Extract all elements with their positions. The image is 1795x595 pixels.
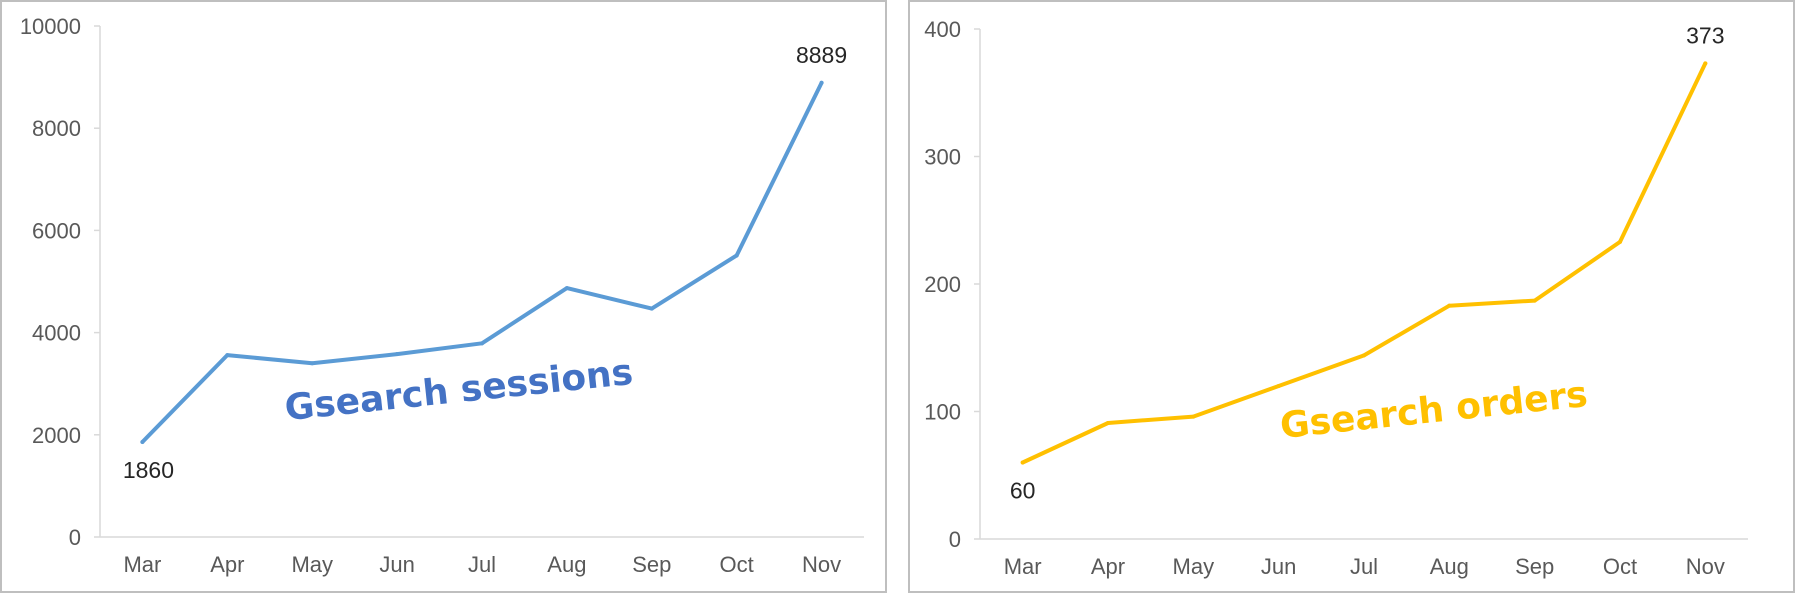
sessions-x-tick-label: Apr <box>210 552 244 577</box>
orders-data-label: 373 <box>1686 22 1724 48</box>
sessions-data-point <box>310 361 315 366</box>
sessions-y-tick-label: 6000 <box>32 218 81 243</box>
sessions-data-point <box>564 286 569 291</box>
sessions-data-point <box>140 439 145 444</box>
sessions-line-chart: 0 2000 4000 6000 8000 10000 Mar Apr May Jun Jul Aug… <box>20 14 864 577</box>
sessions-y-tick-label: 4000 <box>32 321 81 346</box>
sessions-y-tick-label: 8000 <box>32 116 81 141</box>
orders-data-label: 60 <box>1010 478 1036 504</box>
sessions-x-tick-label: Oct <box>720 552 754 577</box>
orders-y-tick-label: 200 <box>924 272 961 297</box>
sessions-data-point <box>225 353 230 358</box>
sessions-data-point <box>480 341 484 346</box>
orders-x-tick-label: Mar <box>1004 554 1042 579</box>
sessions-x-tick-label: May <box>291 552 333 577</box>
orders-y-tick-label: 400 <box>924 17 961 42</box>
orders-line-chart: 0 100 200 300 400 Mar Apr May Jun Jul Aug Sep Oct Nov… <box>924 17 1748 579</box>
sessions-y-tick-label: 10000 <box>20 14 81 39</box>
orders-data-point <box>1191 414 1196 419</box>
orders-y-tick-label: 100 <box>924 400 961 425</box>
sessions-x-tick-label: Jul <box>468 552 496 577</box>
orders-data-point <box>1703 61 1708 66</box>
sessions-data-point <box>819 80 824 85</box>
orders-x-tick-label: Aug <box>1430 554 1469 579</box>
orders-x-tick-label: Sep <box>1515 554 1554 579</box>
orders-data-point <box>1106 420 1110 425</box>
orders-x-tick-label: Jul <box>1350 554 1378 579</box>
sessions-annotation-label: Gsearch sessions <box>283 352 635 429</box>
sessions-data-label: 1860 <box>123 457 174 483</box>
orders-x-tick-label: May <box>1173 554 1215 579</box>
sessions-x-tick-label: Jun <box>379 552 414 577</box>
orders-data-point <box>1276 384 1281 388</box>
sessions-x-tick-label: Nov <box>802 552 841 577</box>
orders-x-tick-label: Jun <box>1261 554 1296 579</box>
sessions-x-tick-label: Mar <box>123 552 161 577</box>
orders-y-tick-label: 0 <box>949 527 961 552</box>
sessions-data-point <box>649 306 654 311</box>
orders-data-point <box>1618 239 1622 244</box>
sessions-chart-panel: 0 2000 4000 6000 8000 10000 Mar Apr May Jun Jul Aug… <box>0 0 887 593</box>
orders-data-point <box>1362 353 1366 358</box>
orders-x-tick-label: Oct <box>1603 554 1637 579</box>
sessions-y-tick-label: 0 <box>69 525 81 550</box>
orders-y-tick-label: 300 <box>924 145 961 170</box>
sessions-x-tick-label: Sep <box>632 552 671 577</box>
sessions-data-point <box>395 352 400 357</box>
orders-data-point <box>1532 298 1537 303</box>
orders-data-point <box>1020 460 1025 465</box>
orders-x-tick-label: Nov <box>1686 554 1725 579</box>
sessions-x-tick-label: Aug <box>547 552 586 577</box>
orders-annotation-label: Gsearch orders <box>1278 374 1589 447</box>
orders-data-point <box>1447 303 1452 308</box>
sessions-data-point <box>734 253 739 258</box>
sessions-data-label: 8889 <box>796 42 847 68</box>
orders-chart-panel: 0 100 200 300 400 Mar Apr May Jun Jul Aug Sep Oct Nov… <box>908 0 1795 593</box>
orders-x-tick-label: Apr <box>1091 554 1125 579</box>
sessions-y-tick-label: 2000 <box>32 423 81 448</box>
